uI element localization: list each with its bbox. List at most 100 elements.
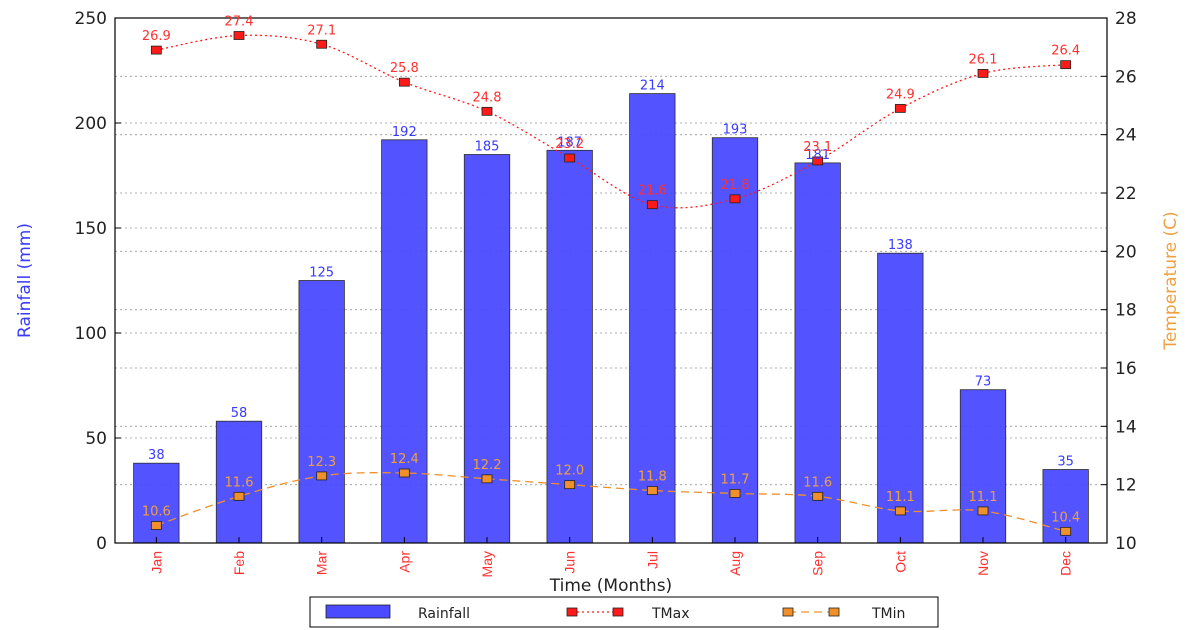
rainfall-bar [629,93,676,544]
rainfall-bar [463,154,511,544]
y-tick-label: 250 [75,9,107,29]
legend-tmax-label: TMax [651,606,690,622]
tmax-marker [316,39,328,49]
rainfall-value-label: 58 [231,406,248,421]
legend-tmin-label: TMin [871,606,905,622]
rainfall-value-label: 214 [640,79,665,94]
rainfall-bar [133,462,180,544]
y-tick-label: 50 [85,429,107,449]
legend-tmin-marker [828,607,840,617]
tmin-marker [812,491,824,501]
tmax-value-label: 25.8 [390,61,419,76]
tmin-value-label: 11.6 [803,475,832,490]
y2-tick-label: 18 [1115,301,1137,321]
rainfall-value-label: 38 [148,448,165,463]
rainfall-bar [711,137,759,544]
legend: Rainfall TMax TMin [309,596,939,628]
legend-box [309,596,939,628]
plot-frame [114,17,1108,544]
tmin-marker [977,506,989,516]
tmin-value-label: 12.2 [473,458,502,473]
tmax-marker [977,69,989,78]
tmax-marker [481,106,493,116]
legend-rainfall-label: Rainfall [418,606,470,622]
tmax-marker [150,45,162,55]
tmin-line [156,472,1066,532]
tmin-value-label: 11.6 [225,475,254,490]
tmax-value-label: 21.8 [721,178,750,193]
tmax-value-label: 26.1 [969,52,998,67]
rainfall-value-label: 138 [888,238,913,253]
tmin-value-label: 12.4 [390,452,419,467]
tmax-value-label: 27.4 [225,15,254,30]
tmax-marker [812,156,824,166]
x-tick-label: Apr [396,551,412,573]
rainfall-bar [215,420,263,544]
x-tick-label: Oct [892,551,908,573]
rainfall-value-label: 125 [309,266,334,281]
y-axis-title: Rainfall (mm) [15,223,35,338]
rainfall-value-label: 181 [805,148,830,163]
tmin-value-label: 12.0 [555,464,584,479]
x-tick-label: Jun [562,551,578,574]
rainfall-value-label: 187 [557,135,582,150]
y2-tick-label: 26 [1115,67,1137,87]
tmax-marker [233,31,245,40]
tmin-marker [729,489,741,498]
tmax-value-label: 27.1 [307,23,336,38]
axes: 0 50 100 150 200 250 10 12 14 16 18 20 22 24 26 28 Jan Fe… [75,9,1137,577]
legend-rainfall-swatch [325,604,391,619]
tmax-marker [729,194,741,204]
tmin-value-label: 10.6 [142,505,171,520]
y2-tick-label: 28 [1115,9,1137,29]
rainfall-bar [794,162,841,544]
x-tick-label: Mar [314,551,330,575]
y2-tick-label: 12 [1115,476,1137,496]
legend-tmax-marker [566,607,578,617]
y2-tick-label: 10 [1115,534,1137,554]
x-tick-label: May [479,551,495,577]
tmax-line [156,34,1066,209]
tmax-marker [646,200,658,210]
tmax-value-label: 24.9 [886,87,915,102]
y2-tick-label: 20 [1115,242,1137,262]
tmax-value-label: 23.2 [555,137,584,152]
y-tick-label: 0 [96,534,107,554]
rainfall-value-label: 193 [723,123,748,138]
y2-tick-label: 24 [1115,126,1137,146]
x-tick-label: Jul [644,551,660,569]
tmin-marker [150,521,162,530]
tmin-marker [894,506,906,516]
tmin-marker [398,468,410,478]
tmin-value-label: 11.1 [969,490,998,505]
tmin-marker [564,480,576,490]
tmin-marker [646,486,658,495]
rainfall-value-label: 73 [975,375,992,390]
rainfall-bar [298,280,345,544]
rainfall-bar [546,149,593,544]
temperature-lines [150,31,1072,536]
y2-tick-label: 16 [1115,359,1137,379]
y-tick-label: 150 [75,219,107,239]
tmin-value-label: 12.3 [307,455,336,470]
legend-tmax-marker [612,607,624,617]
legend-tmin-marker [782,607,794,617]
tmax-value-label: 24.8 [473,90,502,105]
y2-tick-label: 14 [1115,417,1137,437]
y2-axis-title: Temperature (C) [1161,211,1181,350]
tmax-value-label: 21.6 [638,184,667,199]
rainfall-bar [959,389,1007,544]
y-tick-label: 200 [75,114,107,134]
tmax-marker [1060,60,1072,70]
data-labels: 38 58 125 192 185 187 214 193 181 138 73 35 26.9 27.4… [142,15,1080,526]
grid-lines [115,75,1107,486]
y2-tick-label: 22 [1115,184,1137,204]
x-tick-label: Sep [810,551,826,576]
tmin-marker [233,491,245,501]
tmin-marker [316,471,328,481]
x-tick-label: Jan [148,551,164,574]
tmax-value-label: 23.1 [803,140,832,155]
tmin-value-label: 11.1 [886,490,915,505]
tmax-value-label: 26.9 [142,29,171,44]
